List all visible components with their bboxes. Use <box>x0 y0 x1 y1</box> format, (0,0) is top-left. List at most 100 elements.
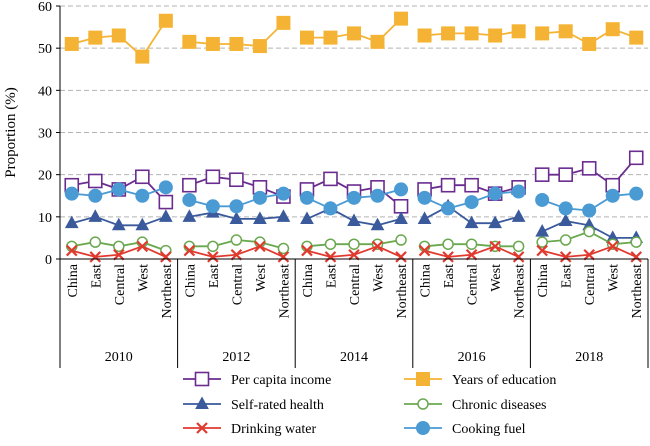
x-tick-label: China <box>183 263 198 297</box>
x-tick-label: Northeast <box>395 264 410 319</box>
data-point <box>111 217 126 231</box>
data-point <box>136 240 149 253</box>
data-point <box>558 24 573 39</box>
data-point-stroke <box>630 251 643 263</box>
data-point <box>194 371 210 387</box>
y-tick-label: 30 <box>38 127 52 142</box>
legend-label: Per capita income <box>231 373 331 388</box>
x-tick-label: Central <box>113 264 128 305</box>
data-point <box>301 244 313 257</box>
data-point <box>628 150 644 166</box>
data-point-stroke <box>418 244 431 257</box>
legend-label: Drinking water <box>231 422 316 437</box>
data-point <box>299 190 314 205</box>
data-point <box>630 236 642 248</box>
data-point <box>135 188 150 203</box>
data-point <box>583 249 595 261</box>
data-point <box>582 203 597 218</box>
data-point <box>64 215 79 229</box>
data-point <box>230 234 243 246</box>
series <box>64 11 644 64</box>
data-point <box>395 251 407 263</box>
data-point <box>347 213 361 227</box>
data-point-stroke <box>489 240 501 253</box>
x-tick-label: East <box>207 264 222 288</box>
series <box>65 240 643 263</box>
data-point-stroke <box>254 240 266 253</box>
data-point-stroke <box>301 244 313 257</box>
data-point <box>394 11 409 26</box>
data-point <box>88 30 103 45</box>
data-point <box>88 209 103 222</box>
data-point-stroke <box>136 240 149 253</box>
data-point-stroke <box>277 251 290 263</box>
x-tick-label: West <box>607 264 622 292</box>
data-point <box>417 28 432 43</box>
data-point-stroke <box>65 244 78 257</box>
data-point <box>65 244 78 257</box>
legend-item: Years of education <box>404 372 556 388</box>
data-point <box>512 240 525 253</box>
data-point <box>276 15 291 30</box>
series <box>64 180 644 218</box>
y-tick-label: 50 <box>38 42 52 57</box>
data-point <box>207 251 219 263</box>
data-point <box>441 26 456 41</box>
data-point <box>417 211 432 224</box>
data-point <box>416 372 430 386</box>
data-point <box>511 209 526 222</box>
data-point <box>417 190 432 205</box>
data-point-stroke <box>395 251 407 263</box>
data-point <box>347 190 361 205</box>
data-point <box>558 213 573 227</box>
data-point <box>64 186 79 201</box>
data-point <box>370 217 385 231</box>
axes <box>56 5 649 368</box>
data-point <box>323 30 338 45</box>
data-point-stroke <box>536 244 548 257</box>
legend-item: Cooking fuel <box>404 421 526 437</box>
data-point <box>535 26 550 41</box>
data-point-stroke <box>230 249 243 261</box>
legend-item: Self-rated health <box>183 396 324 413</box>
data-point <box>253 211 267 224</box>
data-point-stroke <box>442 251 454 263</box>
data-point <box>229 199 244 214</box>
data-point <box>488 186 503 201</box>
data-point <box>111 182 126 197</box>
x-tick-label: Central <box>348 264 363 305</box>
data-point-stroke <box>371 240 384 253</box>
data-point <box>511 184 526 199</box>
data-point <box>158 180 173 195</box>
data-point <box>135 49 150 64</box>
x-tick-label: East <box>560 264 575 288</box>
y-tick-label: 60 <box>38 0 52 15</box>
x-tick-label: East <box>324 264 339 288</box>
data-point <box>252 39 267 54</box>
y-axis-label: Proportion (%) <box>3 87 19 177</box>
data-point <box>629 186 644 201</box>
data-point <box>605 188 620 203</box>
data-point <box>254 240 266 253</box>
data-point <box>536 236 548 248</box>
data-point <box>535 224 550 237</box>
data-point <box>158 13 173 28</box>
series-lines <box>64 11 644 263</box>
data-point <box>135 169 150 185</box>
data-point <box>323 171 338 187</box>
legend-item: Per capita income <box>183 371 331 388</box>
data-point <box>418 244 431 257</box>
data-point-stroke <box>324 251 337 263</box>
data-point <box>393 198 409 214</box>
data-point <box>230 249 243 261</box>
series <box>64 150 644 214</box>
x-tick-label: Central <box>230 264 245 305</box>
legend: Per capita income Years of education Self-… <box>183 371 556 437</box>
x-tick-label: China <box>419 263 434 297</box>
data-point <box>195 396 209 409</box>
data-point <box>113 240 125 253</box>
data-point <box>300 211 314 224</box>
data-point <box>558 167 573 182</box>
data-point <box>158 209 173 222</box>
x-tick-label: Central <box>583 264 598 305</box>
